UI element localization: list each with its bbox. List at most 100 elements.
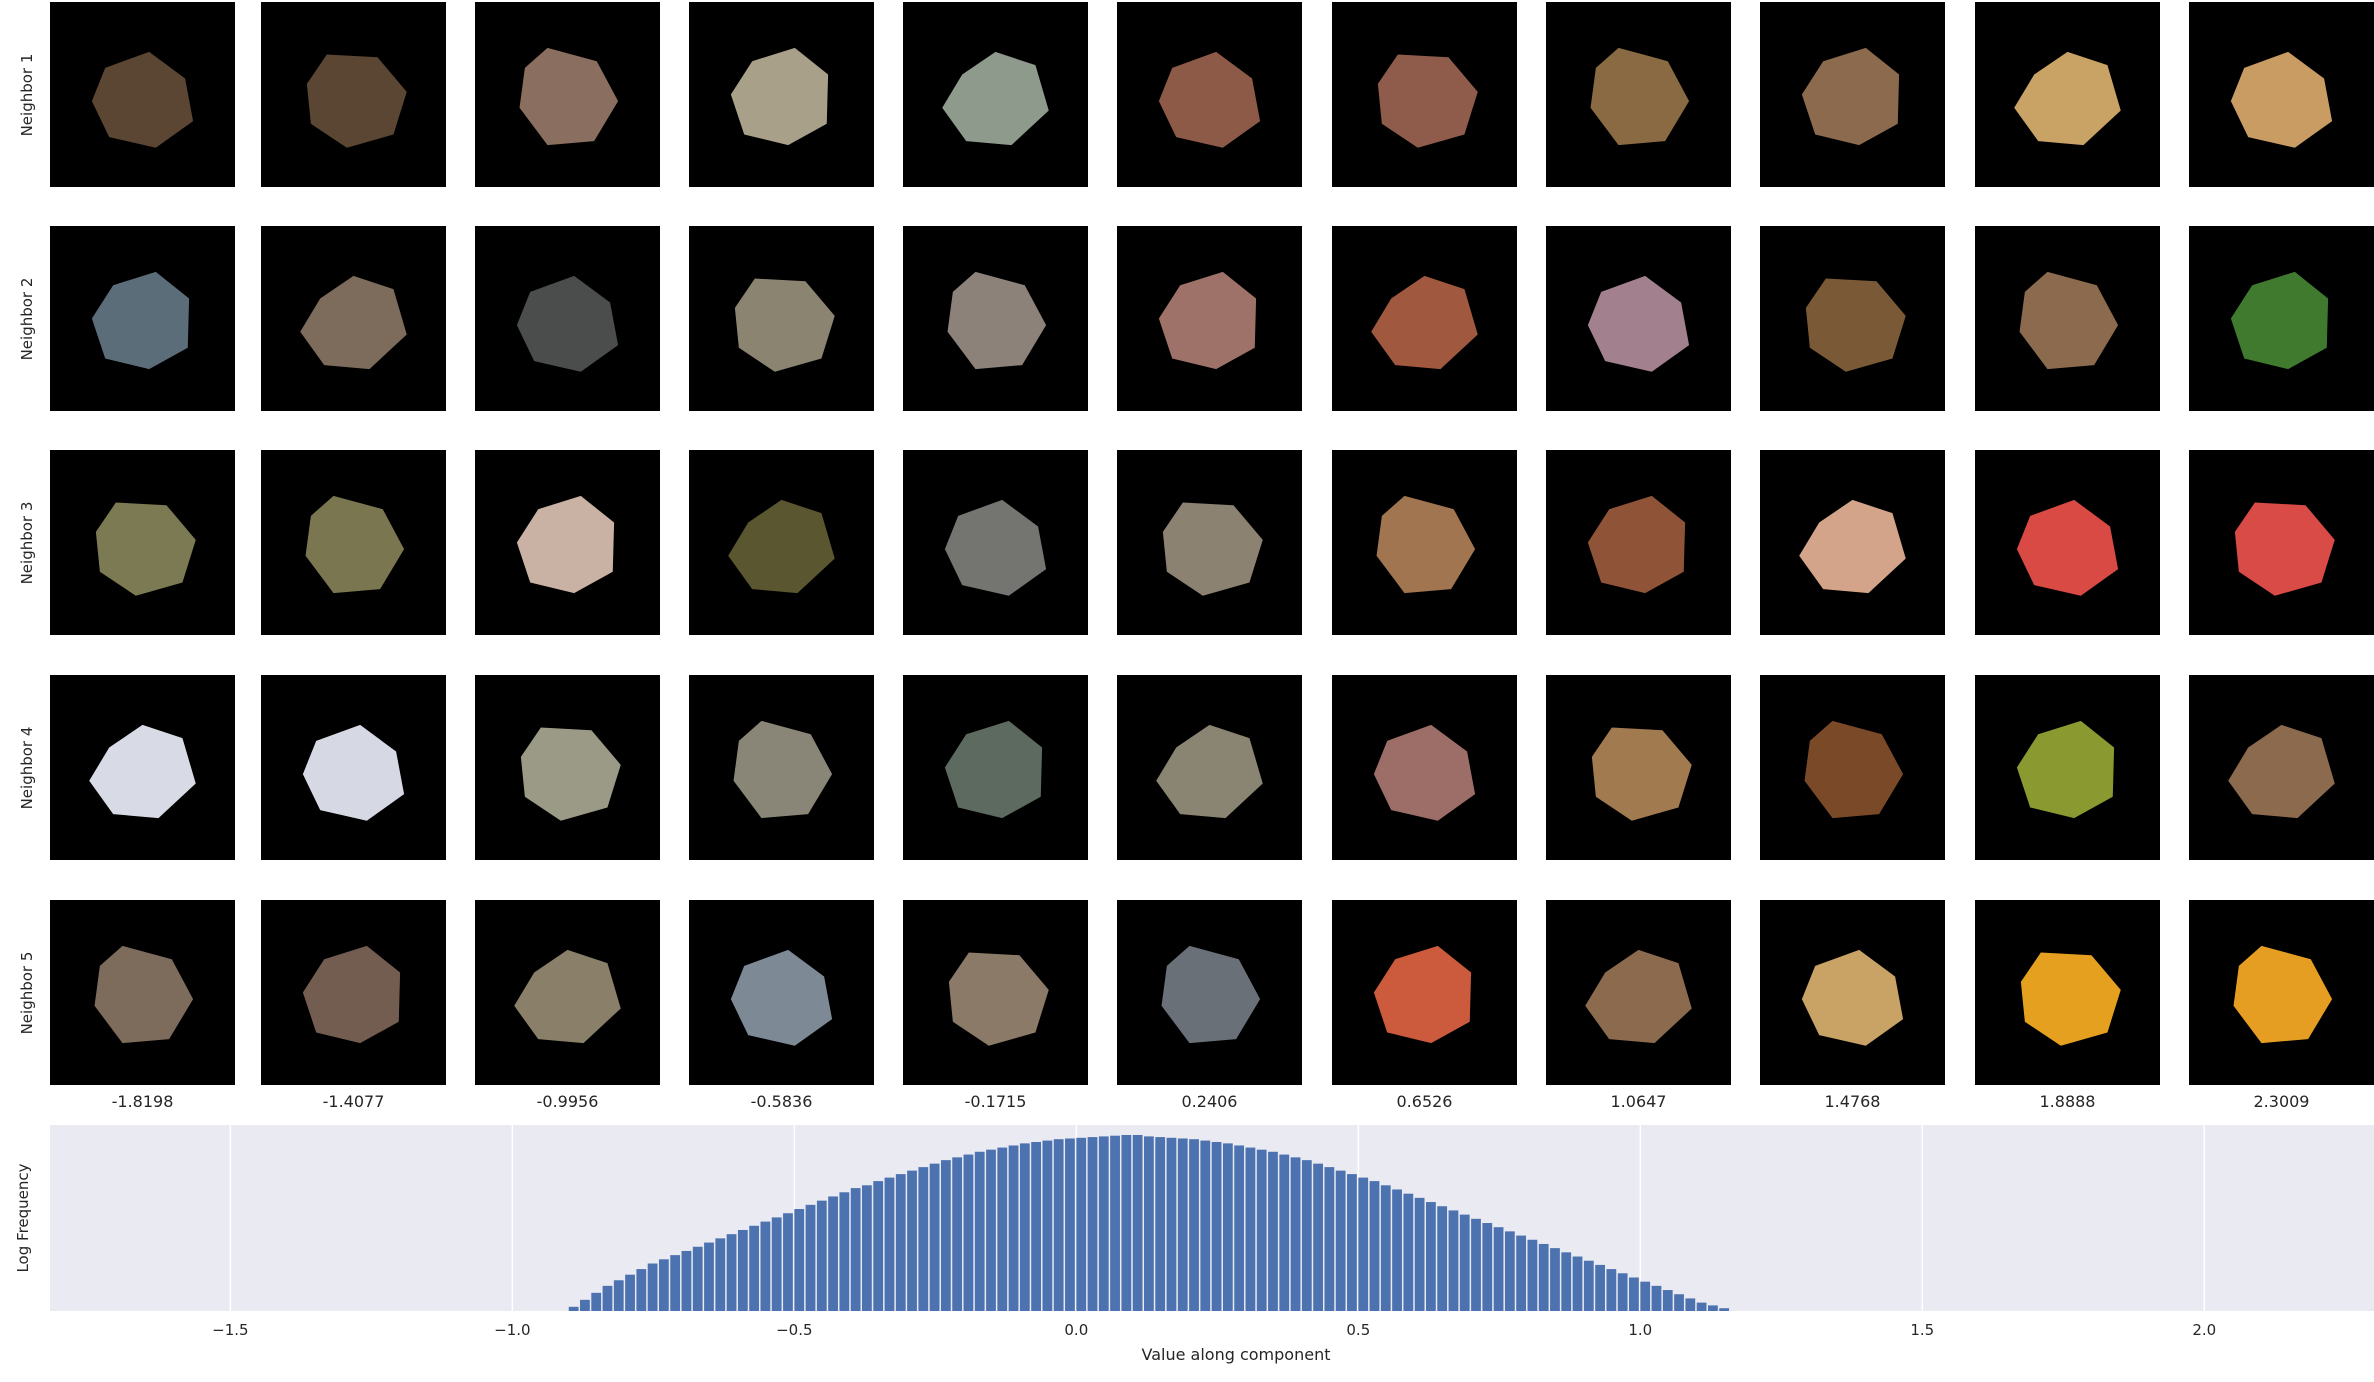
histogram-bar (1008, 1145, 1019, 1311)
histogram-bar (749, 1225, 760, 1311)
histogram-bar (1031, 1141, 1041, 1311)
histogram-bar (1448, 1210, 1459, 1311)
neighbor-image-tile (1332, 675, 1517, 860)
histogram-bar (1707, 1305, 1718, 1311)
object-segment (733, 720, 833, 819)
neighbor-image-tile (50, 226, 235, 411)
column-value-label: -1.4077 (322, 1092, 385, 1111)
neighbor-image-tile (1332, 226, 1517, 411)
column-value-label: 0.6526 (1396, 1092, 1453, 1111)
histogram-bar (692, 1246, 703, 1311)
histogram-bar (1155, 1137, 1166, 1311)
histogram-bar (974, 1151, 985, 1311)
neighbor-image-tile (2189, 450, 2374, 635)
object-segment (91, 51, 194, 148)
histogram-bar (873, 1181, 884, 1311)
column-value-label: 2.3009 (2253, 1092, 2310, 1111)
object-segment (2020, 952, 2121, 1046)
object-segment (516, 275, 619, 372)
histogram-bar (580, 1299, 590, 1311)
histogram-bar (850, 1188, 861, 1311)
neighbor-image-tile (1975, 450, 2160, 635)
histogram-bar (670, 1255, 681, 1311)
histogram-bar (1651, 1285, 1662, 1311)
histogram-bar (1595, 1264, 1605, 1311)
histogram-bar (760, 1221, 771, 1311)
object-segment (1587, 275, 1690, 372)
histogram-bar (1719, 1308, 1730, 1311)
object-segment (2233, 945, 2333, 1044)
neighbor-image-tile (1117, 900, 1302, 1085)
histogram-bar (715, 1238, 726, 1311)
histogram-bar (1358, 1177, 1369, 1311)
histogram-bar (602, 1285, 613, 1311)
neighbor-image-tile (50, 2, 235, 187)
object-segment (2014, 51, 2121, 146)
histogram-bar (1583, 1260, 1594, 1311)
histogram-bar (862, 1185, 872, 1311)
histogram-bar (1347, 1174, 1357, 1311)
neighbor-image-tile (1546, 450, 1731, 635)
y-axis-label: Log Frequency (14, 1163, 32, 1272)
object-segment (1805, 278, 1906, 372)
row-label-text: Neighbor 2 (18, 277, 36, 360)
neighbor-image-tile (2189, 675, 2374, 860)
histogram-bar (1471, 1218, 1481, 1311)
neighbor-image-tile (1117, 450, 1302, 635)
neighbor-image-tile (1546, 226, 1731, 411)
neighbor-image-tile (475, 226, 660, 411)
histogram-bar (1019, 1143, 1030, 1311)
object-segment (1799, 499, 1906, 594)
histogram-bar (839, 1192, 850, 1311)
object-segment (2016, 720, 2115, 819)
histogram-bar (613, 1280, 624, 1311)
histogram-bar (1527, 1239, 1538, 1311)
object-segment (91, 271, 190, 370)
object-segment (734, 278, 835, 372)
neighbor-image-tile (1975, 900, 2160, 1085)
object-segment (1377, 54, 1478, 148)
histogram-bar (1313, 1163, 1323, 1311)
object-segment (1376, 495, 1476, 594)
object-segment (300, 275, 407, 370)
object-segment (94, 945, 194, 1044)
histogram-bar (647, 1263, 658, 1311)
object-segment (2230, 51, 2333, 148)
column-value-label: 1.8888 (2039, 1092, 2096, 1111)
neighbor-image-tile (1760, 675, 1945, 860)
neighbor-image-tile (1117, 226, 1302, 411)
histogram-bar (952, 1157, 963, 1311)
histogram-bar (1493, 1227, 1504, 1311)
histogram-bar (783, 1213, 793, 1311)
histogram-bar (704, 1242, 714, 1311)
object-segment (305, 495, 405, 594)
neighbor-image-tile (1546, 2, 1731, 187)
object-segment (942, 51, 1049, 146)
histogram-bar (1550, 1248, 1560, 1311)
neighbor-image-tile (689, 450, 874, 635)
histogram-bar (771, 1217, 782, 1311)
histogram-bar (1166, 1137, 1177, 1311)
histogram-bar (1482, 1223, 1493, 1311)
histogram-bar (1076, 1137, 1087, 1311)
object-segment (1158, 51, 1261, 148)
object-segment (89, 724, 196, 819)
histogram-bar (907, 1170, 917, 1311)
histogram-bar (737, 1229, 748, 1311)
column-value-label: 1.0647 (1610, 1092, 1667, 1111)
histogram-bar (1301, 1160, 1312, 1311)
histogram-bar (1662, 1290, 1673, 1311)
neighbor-image-tile (1760, 226, 1945, 411)
histogram-bar (895, 1174, 906, 1311)
object-segment (516, 495, 615, 594)
neighbor-image-tile (689, 900, 874, 1085)
neighbor-image-tile (1332, 450, 1517, 635)
histogram-chart: −1.5 −1.0 −0.5 0.0 0.5 1.0 1.5 2.0 Value along c… (14, 1125, 2374, 1364)
neighbor-image-tile (2189, 900, 2374, 1085)
object-segment (1158, 271, 1257, 370)
histogram-bar (1256, 1149, 1267, 1311)
object-segment (730, 949, 833, 1046)
histogram-bar (1572, 1256, 1583, 1311)
histogram-bar (1290, 1157, 1301, 1311)
